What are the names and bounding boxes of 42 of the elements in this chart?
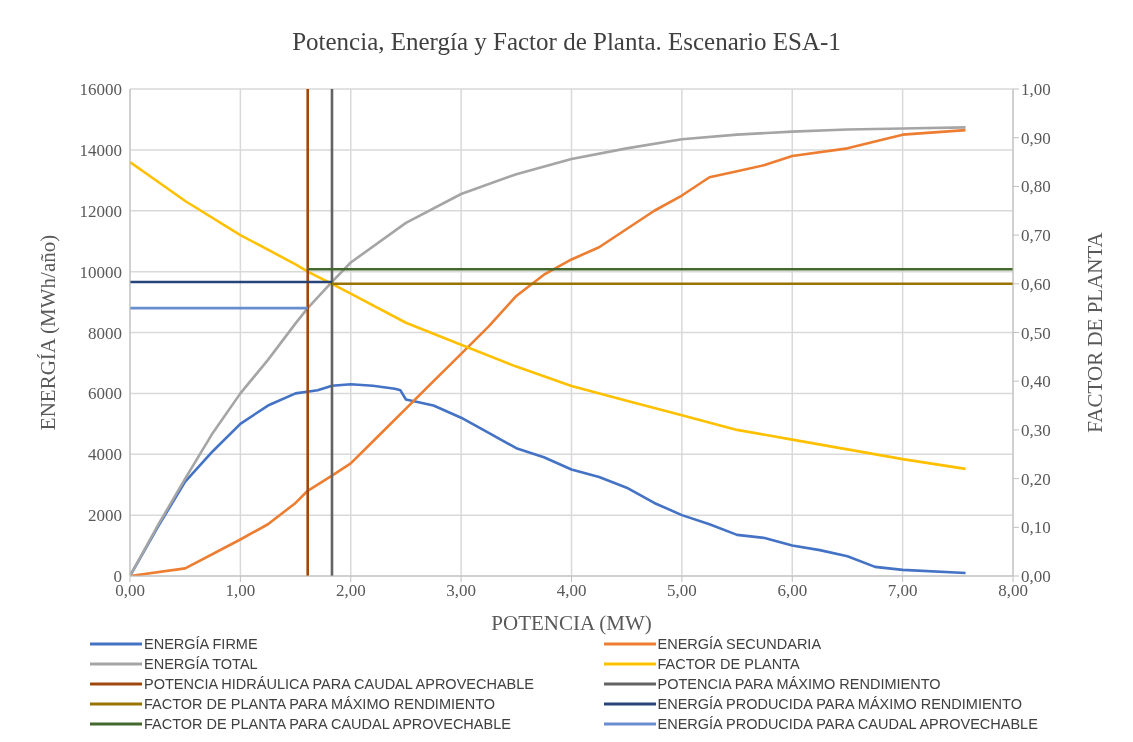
legend-label: ENERGÍA PRODUCIDA PARA MÁXIMO RENDIMIENTO [657, 696, 1022, 712]
legend-label: ENERGÍA FIRME [144, 636, 258, 652]
y-tick-label: 4000 [88, 445, 122, 465]
y2-tick-label: 0,20 [1021, 469, 1051, 489]
x-tick-label: 3,00 [446, 581, 476, 601]
y-axis-title: ENERGÍA (MWh/año) [36, 234, 61, 431]
legend-label: POTENCIA HIDRÁULICA PARA CAUDAL APROVECHABLE [144, 676, 535, 692]
legend-label: ENERGÍA PRODUCIDA PARA CAUDAL APROVECHABLE [657, 716, 1038, 732]
y-tick-label: 10000 [79, 262, 122, 282]
y2-tick-label: 0,50 [1021, 323, 1051, 343]
x-tick-label: 4,00 [556, 581, 587, 601]
chart-title: Potencia, Energía y Factor de Planta. Escenario ESA-1 [291, 27, 842, 57]
y2-tick-label: 0,10 [1021, 518, 1051, 538]
y-tick-label: 14000 [79, 140, 122, 160]
y2-tick-label: 0,80 [1021, 177, 1051, 197]
legend-label: POTENCIA PARA MÁXIMO RENDIMIENTO [657, 676, 941, 692]
x-tick-label: 5,00 [667, 581, 697, 601]
legend-label: ENERGÍA TOTAL [144, 656, 258, 672]
legend-label: FACTOR DE PLANTA PARA MÁXIMO RENDIMIENTO [144, 696, 496, 712]
y-tick-label: 12000 [79, 201, 122, 221]
y2-tick-label: 0,60 [1021, 274, 1051, 294]
x-tick-label: 0,00 [115, 581, 145, 601]
y2-tick-label: 0,90 [1021, 128, 1051, 148]
x-tick-label: 1,00 [225, 581, 256, 601]
y-tick-label: 16000 [79, 80, 122, 100]
x-axis-title: POTENCIA (MW) [491, 611, 652, 635]
legend-label: FACTOR DE PLANTA [657, 656, 800, 672]
line-series [130, 160, 967, 471]
y-tick-label: 6000 [88, 384, 122, 404]
x-tick-label: 2,00 [335, 581, 366, 601]
x-tick-label: 8,00 [998, 581, 1028, 601]
y-tick-label: 2000 [88, 506, 122, 526]
y2-tick-label: 1,00 [1021, 80, 1051, 100]
x-tick-label: 7,00 [887, 581, 918, 601]
y2-tick-label: 0,30 [1021, 420, 1051, 440]
legend-label: FACTOR DE PLANTA PARA CAUDAL APROVECHABLE [144, 716, 511, 732]
legend-label: ENERGÍA SECUNDARIA [657, 636, 822, 652]
y2-axis-title: FACTOR DE PLANTA [1083, 231, 1108, 433]
y-tick-label: 8000 [88, 323, 122, 343]
y2-tick-label: 0,70 [1021, 226, 1051, 246]
x-tick-label: 6,00 [777, 581, 808, 601]
y2-tick-label: 0,40 [1021, 372, 1051, 392]
